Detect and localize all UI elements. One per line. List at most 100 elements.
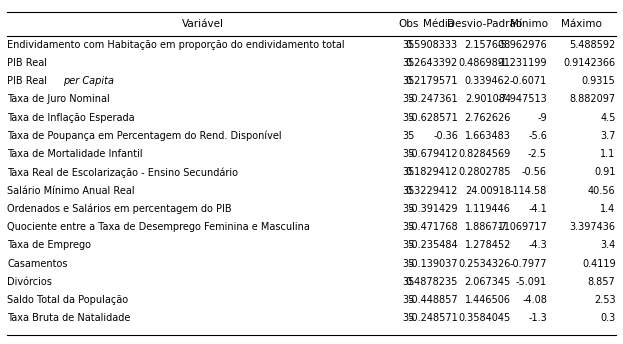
Text: -1.231199: -1.231199 (498, 58, 547, 68)
Text: 0.3: 0.3 (601, 313, 616, 323)
Text: 0.2802785: 0.2802785 (459, 167, 511, 178)
Text: 35: 35 (402, 167, 414, 178)
Text: 2.157608: 2.157608 (465, 40, 511, 50)
Text: 0.2534326: 0.2534326 (459, 258, 511, 269)
Text: Taxa Real de Escolarização - Ensino Secundário: Taxa Real de Escolarização - Ensino Secu… (7, 167, 239, 178)
Text: 2.067345: 2.067345 (465, 277, 511, 287)
Text: Endividamento com Habitação em proporção do endividamento total: Endividamento com Habitação em proporção… (7, 40, 345, 50)
Text: -0.247361: -0.247361 (408, 94, 458, 105)
Text: -4.1: -4.1 (528, 204, 547, 214)
Text: 35: 35 (402, 112, 414, 123)
Text: Saldo Total da População: Saldo Total da População (7, 295, 128, 305)
Text: -1.3: -1.3 (528, 313, 547, 323)
Text: -0.471768: -0.471768 (408, 222, 458, 232)
Text: -5.091: -5.091 (516, 277, 547, 287)
Text: PIB Real: PIB Real (7, 76, 50, 86)
Text: -0.6071: -0.6071 (510, 76, 547, 86)
Text: Ordenados e Salários em percentagem do PIB: Ordenados e Salários em percentagem do P… (7, 204, 232, 214)
Text: 35: 35 (402, 258, 414, 269)
Text: 0.4869891: 0.4869891 (459, 58, 511, 68)
Text: Taxa de Inflação Esperada: Taxa de Inflação Esperada (7, 112, 135, 123)
Text: 3.7: 3.7 (600, 131, 616, 141)
Text: PIB Real: PIB Real (7, 58, 47, 68)
Text: 1.119446: 1.119446 (465, 204, 511, 214)
Text: Variável: Variável (181, 19, 224, 29)
Text: 1.663483: 1.663483 (465, 131, 511, 141)
Text: -114.58: -114.58 (510, 185, 547, 196)
Text: Taxa Bruta de Natalidade: Taxa Bruta de Natalidade (7, 313, 131, 323)
Text: 35: 35 (402, 58, 414, 68)
Text: 5.488592: 5.488592 (569, 40, 616, 50)
Text: 2.901084: 2.901084 (465, 94, 511, 105)
Text: Taxa de Poupança em Percentagem do Rend. Disponível: Taxa de Poupança em Percentagem do Rend.… (7, 131, 282, 141)
Text: Divórcios: Divórcios (7, 277, 52, 287)
Text: 35: 35 (402, 131, 414, 141)
Text: 0.8284569: 0.8284569 (459, 149, 511, 159)
Text: 0.339462: 0.339462 (465, 76, 511, 86)
Text: Taxa de Juro Nominal: Taxa de Juro Nominal (7, 94, 110, 105)
Text: 0.4119: 0.4119 (582, 258, 616, 269)
Text: 0.91: 0.91 (594, 167, 616, 178)
Text: Taxa de Emprego: Taxa de Emprego (7, 240, 92, 250)
Text: 35: 35 (402, 40, 414, 50)
Text: 35: 35 (402, 295, 414, 305)
Text: 0.3229412: 0.3229412 (406, 185, 458, 196)
Text: -0.679412: -0.679412 (408, 149, 458, 159)
Text: 1.278452: 1.278452 (465, 240, 511, 250)
Text: -0.628571: -0.628571 (408, 112, 458, 123)
Text: 35: 35 (402, 94, 414, 105)
Text: 1.1: 1.1 (601, 149, 616, 159)
Text: 1.446506: 1.446506 (465, 295, 511, 305)
Text: Taxa de Mortalidade Infantil: Taxa de Mortalidade Infantil (7, 149, 143, 159)
Text: 1.4: 1.4 (601, 204, 616, 214)
Text: -5.6: -5.6 (528, 131, 547, 141)
Text: 4.5: 4.5 (600, 112, 616, 123)
Text: 35: 35 (402, 149, 414, 159)
Text: 35: 35 (402, 204, 414, 214)
Text: Salário Mínimo Anual Real: Salário Mínimo Anual Real (7, 185, 135, 196)
Text: 35: 35 (402, 185, 414, 196)
Text: Desvio-Padrão: Desvio-Padrão (447, 19, 522, 29)
Text: -0.235484: -0.235484 (408, 240, 458, 250)
Text: 0.5908333: 0.5908333 (406, 40, 458, 50)
Text: 35: 35 (402, 76, 414, 86)
Text: -5.962976: -5.962976 (497, 40, 547, 50)
Text: 40.56: 40.56 (588, 185, 616, 196)
Text: 35: 35 (402, 277, 414, 287)
Text: 3.397436: 3.397436 (569, 222, 616, 232)
Text: 35: 35 (402, 313, 414, 323)
Text: 0.1829412: 0.1829412 (406, 167, 458, 178)
Text: -7.069717: -7.069717 (497, 222, 547, 232)
Text: -7.947513: -7.947513 (497, 94, 547, 105)
Text: 3.4: 3.4 (601, 240, 616, 250)
Text: -0.36: -0.36 (433, 131, 458, 141)
Text: 1.886711: 1.886711 (465, 222, 511, 232)
Text: Obs: Obs (398, 19, 418, 29)
Text: Mínimo: Mínimo (510, 19, 548, 29)
Text: 0.2179571: 0.2179571 (406, 76, 458, 86)
Text: -0.7977: -0.7977 (510, 258, 547, 269)
Text: 35: 35 (402, 240, 414, 250)
Text: 0.9315: 0.9315 (582, 76, 616, 86)
Text: 2.762626: 2.762626 (465, 112, 511, 123)
Text: 8.857: 8.857 (587, 277, 616, 287)
Text: Máximo: Máximo (561, 19, 602, 29)
Text: -4.3: -4.3 (528, 240, 547, 250)
Text: 35: 35 (402, 222, 414, 232)
Text: 0.4878235: 0.4878235 (406, 277, 458, 287)
Text: 0.2643392: 0.2643392 (406, 58, 458, 68)
Text: 0.3584045: 0.3584045 (459, 313, 511, 323)
Text: -2.5: -2.5 (528, 149, 547, 159)
Text: -0.56: -0.56 (522, 167, 547, 178)
Text: 0.9142366: 0.9142366 (563, 58, 616, 68)
Text: -0.139037: -0.139037 (409, 258, 458, 269)
Text: 2.53: 2.53 (594, 295, 616, 305)
Text: 24.00918: 24.00918 (465, 185, 511, 196)
Text: Média: Média (422, 19, 454, 29)
Text: Quociente entre a Taxa de Desemprego Feminina e Masculina: Quociente entre a Taxa de Desemprego Fem… (7, 222, 310, 232)
Text: -0.248571: -0.248571 (408, 313, 458, 323)
Text: -4.08: -4.08 (522, 295, 547, 305)
Text: 8.882097: 8.882097 (569, 94, 616, 105)
Text: per Capita: per Capita (63, 76, 114, 86)
Text: -9: -9 (538, 112, 547, 123)
